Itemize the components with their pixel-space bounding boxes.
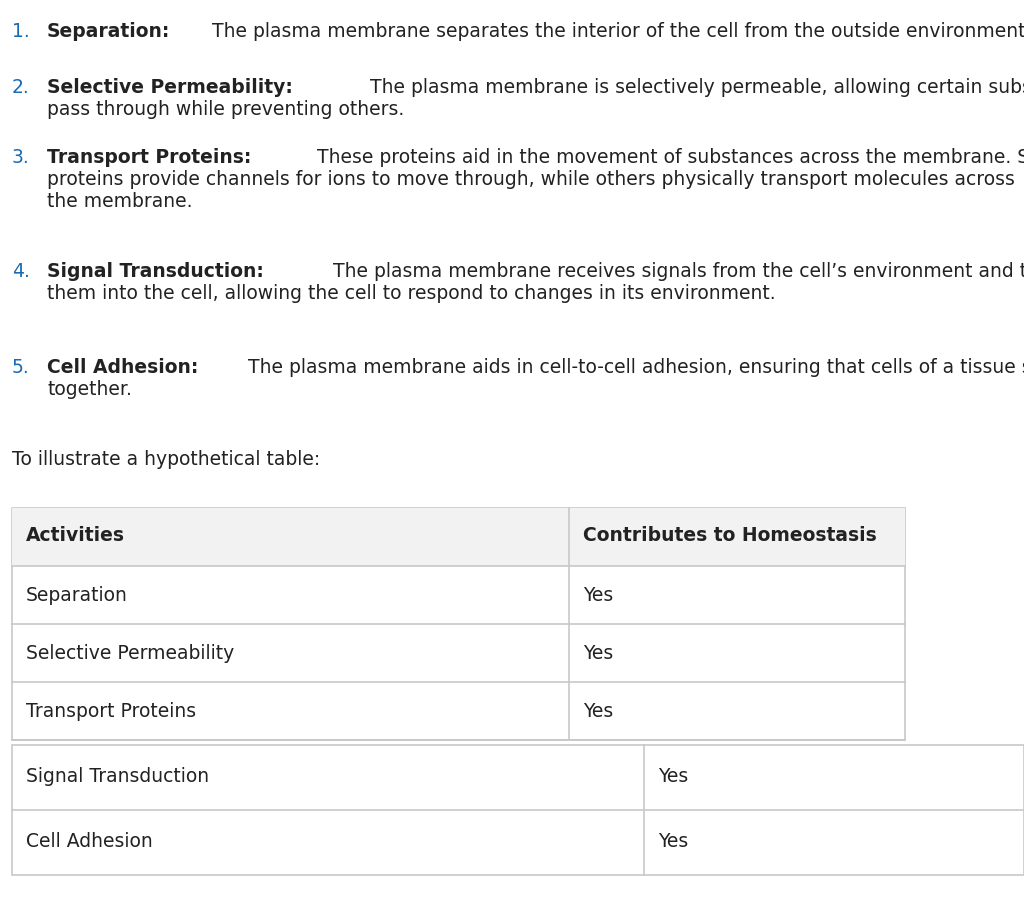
Text: Separation: Separation bbox=[26, 586, 128, 605]
Text: together.: together. bbox=[47, 380, 132, 399]
Text: Yes: Yes bbox=[583, 586, 613, 605]
Text: Signal Transduction:: Signal Transduction: bbox=[47, 262, 264, 281]
Text: Transport Proteins:: Transport Proteins: bbox=[47, 148, 251, 167]
Text: 5.: 5. bbox=[12, 358, 30, 377]
Text: the membrane.: the membrane. bbox=[47, 192, 193, 211]
Text: Cell Adhesion: Cell Adhesion bbox=[26, 832, 153, 851]
Text: The plasma membrane receives signals from the cell’s environment and transmits: The plasma membrane receives signals fro… bbox=[327, 262, 1024, 281]
Text: These proteins aid in the movement of substances across the membrane. Some: These proteins aid in the movement of su… bbox=[310, 148, 1024, 167]
Text: 1.: 1. bbox=[12, 22, 30, 41]
Text: 3.: 3. bbox=[12, 148, 30, 167]
Text: Contributes to Homeostasis: Contributes to Homeostasis bbox=[583, 526, 877, 545]
Text: Yes: Yes bbox=[583, 644, 613, 663]
Bar bbox=[12, 508, 905, 566]
Text: The plasma membrane separates the interior of the cell from the outside environm: The plasma membrane separates the interi… bbox=[206, 22, 1024, 41]
Text: Activities: Activities bbox=[26, 526, 125, 545]
Bar bbox=[12, 508, 905, 740]
Text: them into the cell, allowing the cell to respond to changes in its environment.: them into the cell, allowing the cell to… bbox=[47, 284, 775, 303]
Text: Yes: Yes bbox=[583, 702, 613, 721]
Text: Cell Adhesion:: Cell Adhesion: bbox=[47, 358, 199, 377]
Text: 4.: 4. bbox=[12, 262, 30, 281]
Text: Signal Transduction: Signal Transduction bbox=[26, 767, 209, 786]
Text: pass through while preventing others.: pass through while preventing others. bbox=[47, 100, 404, 119]
Text: To illustrate a hypothetical table:: To illustrate a hypothetical table: bbox=[12, 450, 321, 469]
Text: 2.: 2. bbox=[12, 78, 30, 97]
Text: Selective Permeability:: Selective Permeability: bbox=[47, 78, 293, 97]
Text: proteins provide channels for ions to move through, while others physically tran: proteins provide channels for ions to mo… bbox=[47, 170, 1015, 189]
Text: Transport Proteins: Transport Proteins bbox=[26, 702, 197, 721]
Text: Selective Permeability: Selective Permeability bbox=[26, 644, 234, 663]
Text: Yes: Yes bbox=[658, 832, 688, 851]
Text: Separation:: Separation: bbox=[47, 22, 170, 41]
Text: Yes: Yes bbox=[658, 767, 688, 786]
Text: The plasma membrane is selectively permeable, allowing certain substances to: The plasma membrane is selectively perme… bbox=[365, 78, 1024, 97]
Text: The plasma membrane aids in cell-to-cell adhesion, ensuring that cells of a tiss: The plasma membrane aids in cell-to-cell… bbox=[243, 358, 1024, 377]
Bar bbox=[12, 745, 1024, 875]
